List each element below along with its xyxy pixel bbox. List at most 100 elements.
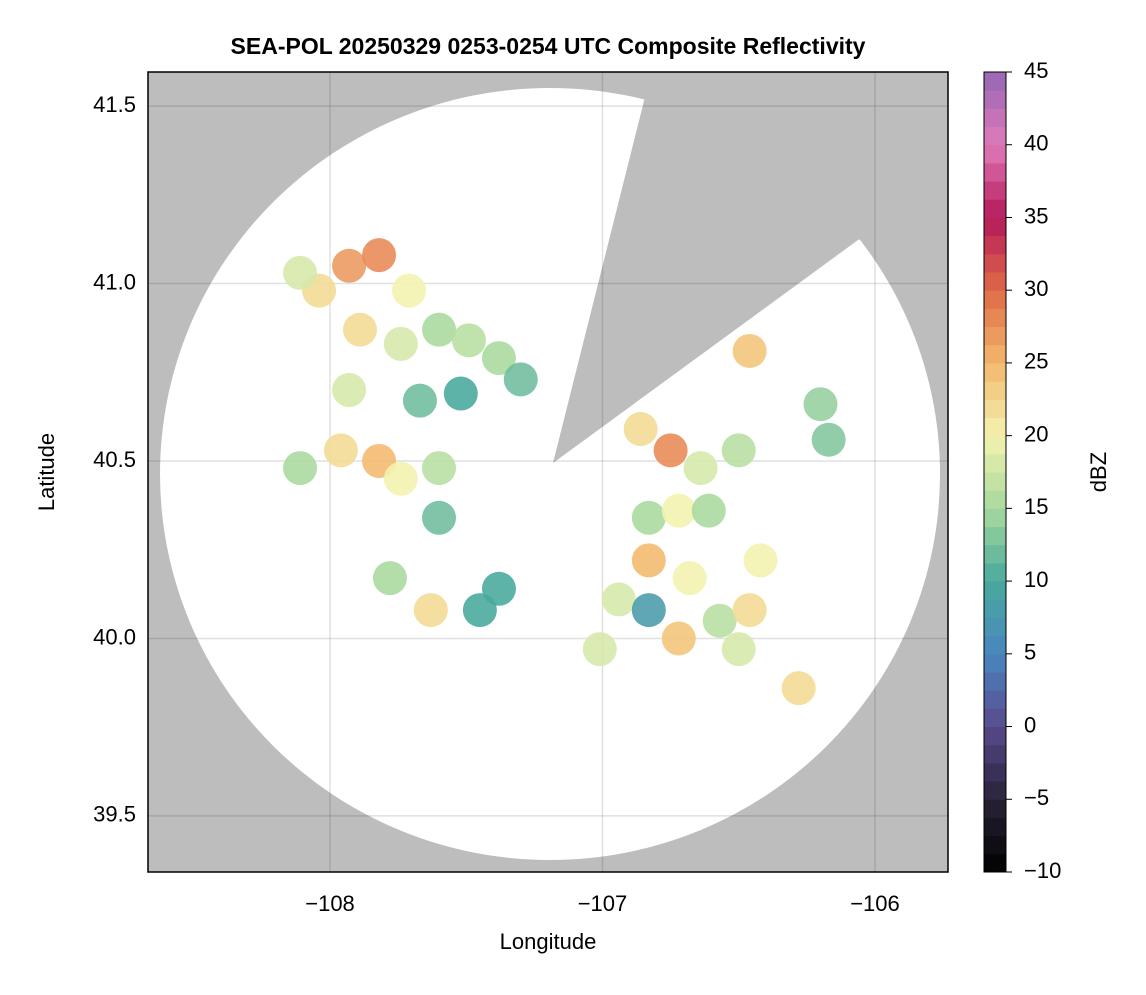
echo (721, 433, 756, 468)
echo (383, 461, 418, 496)
colorbar-tick-label: 5 (1024, 640, 1036, 665)
echo (481, 571, 516, 606)
echo (503, 362, 538, 397)
echo (392, 273, 427, 308)
echo (623, 412, 658, 447)
echo (721, 632, 756, 667)
colorbar-tick-label: 40 (1024, 131, 1048, 156)
colorbar-band (984, 562, 1006, 582)
echo (451, 323, 486, 358)
echo (342, 312, 377, 347)
echo (631, 543, 666, 578)
echo (413, 593, 448, 628)
x-tick-label: −106 (850, 891, 900, 916)
colorbar-band (984, 453, 1006, 473)
colorbar-band (984, 490, 1006, 509)
colorbar-band (984, 381, 1006, 400)
x-tick-label: −108 (305, 891, 355, 916)
colorbar-band (984, 290, 1006, 309)
blocked-sector (553, 72, 948, 463)
colorbar-band (984, 417, 1006, 437)
colorbar-band (984, 744, 1006, 764)
colorbar-band (984, 635, 1006, 655)
colorbar-tick-label: −10 (1024, 858, 1061, 883)
echo (372, 561, 407, 596)
colorbar-tick-label: 15 (1024, 494, 1048, 519)
colorbar-tick-label: 25 (1024, 349, 1048, 374)
colorbar-band (984, 799, 1006, 818)
echo (781, 671, 816, 706)
plot-frame (147, 71, 949, 873)
colorbar-band (984, 599, 1006, 618)
echoes (283, 238, 846, 706)
echo (443, 376, 478, 411)
colorbar-band (984, 817, 1006, 837)
colorbar-band (984, 544, 1006, 564)
echo (691, 493, 726, 528)
echo (402, 383, 437, 418)
echo (362, 238, 397, 273)
echo (732, 593, 767, 628)
colorbar-band (984, 708, 1006, 728)
colorbar-band (984, 508, 1006, 528)
y-axis-label: Latitude (34, 433, 59, 511)
echo (582, 632, 617, 667)
y-tick-label: 40.0 (93, 624, 136, 649)
x-axis-label: Longitude (500, 929, 597, 954)
colorbar-band (984, 399, 1006, 418)
colorbar-band (984, 253, 1006, 273)
colorbar-band (984, 235, 1006, 255)
colorbar-band (984, 472, 1006, 491)
colorbar-band (984, 108, 1006, 128)
colorbar-band (984, 726, 1006, 746)
colorbar-band (984, 72, 1006, 91)
colorbar-tick-label: 0 (1024, 712, 1036, 737)
colorbar-band (984, 835, 1006, 855)
echo (422, 500, 457, 535)
colorbar-band (984, 762, 1006, 782)
colorbar-tick-label: 35 (1024, 203, 1048, 228)
colorbar-band (984, 308, 1006, 328)
colorbar-band (984, 617, 1006, 637)
chart-title: SEA-POL 20250329 0253-0254 UTC Composite… (231, 33, 866, 59)
y-tick-label: 41.0 (93, 269, 136, 294)
echo (661, 621, 696, 656)
echo (601, 582, 636, 617)
colorbar-tick-label: 30 (1024, 276, 1048, 301)
echo (672, 561, 707, 596)
echo (422, 312, 457, 347)
echo (422, 451, 457, 486)
y-tick-label: 41.5 (93, 92, 136, 117)
colorbar-label: dBZ (1086, 452, 1111, 492)
colorbar-tick-label: 45 (1024, 58, 1048, 83)
colorbar-band (984, 672, 1006, 691)
colorbar-band (984, 217, 1006, 237)
colorbar-band (984, 90, 1006, 109)
colorbar-band (984, 126, 1006, 146)
echo (811, 422, 846, 457)
echo (631, 593, 666, 628)
colorbar-band (984, 853, 1006, 873)
echo (332, 373, 367, 408)
colorbar-band (984, 144, 1006, 164)
colorbar-band (984, 653, 1006, 673)
echo (743, 543, 778, 578)
echo (283, 255, 318, 290)
echo (283, 451, 318, 486)
colorbar-band (984, 199, 1006, 218)
colorbar-frame (983, 71, 1007, 873)
colorbar-tick-label: 10 (1024, 567, 1048, 592)
echo (383, 326, 418, 361)
colorbar-band (984, 181, 1006, 200)
echo (661, 493, 696, 528)
echo (732, 333, 767, 368)
colorbar-band (984, 326, 1006, 346)
colorbar-band (984, 435, 1006, 455)
y-tick-label: 40.5 (93, 447, 136, 472)
colorbar-band (984, 581, 1006, 600)
echo (481, 341, 516, 376)
echo (803, 387, 838, 422)
colorbar-tick-label: −5 (1024, 785, 1049, 810)
echo (702, 603, 737, 638)
